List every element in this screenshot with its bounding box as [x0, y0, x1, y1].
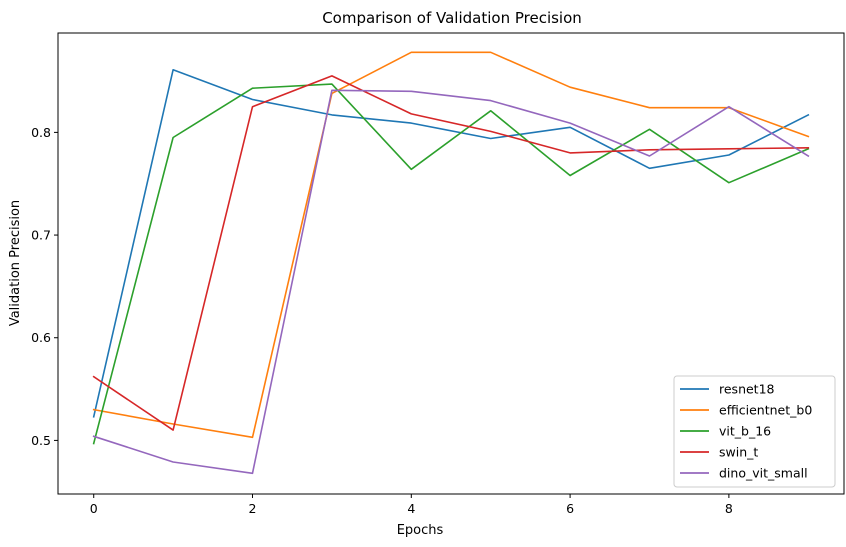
legend-label-swin_t: swin_t — [719, 445, 758, 460]
legend-box — [673, 375, 836, 488]
y-tick-label: 0.5 — [31, 433, 51, 448]
y-axis: 0.5 0.6 0.7 0.8 — [31, 125, 58, 448]
y-tick-label: 0.8 — [31, 125, 51, 140]
plot-frame — [57, 32, 845, 495]
x-tick-label: 4 — [407, 501, 415, 516]
x-tick-label: 6 — [566, 501, 574, 516]
series-line-vit_b_16 — [92, 83, 810, 445]
series-line-dino_vit_small — [92, 89, 810, 475]
legend-label-efficientnet_b0: efficientnet_b0 — [719, 403, 812, 418]
chart-title: Comparison of Validation Precision — [322, 9, 582, 27]
series-line-resnet18 — [92, 69, 810, 418]
legend: resnet18 efficientnet_b0 vit_b_16 swin_tdin… — [673, 375, 836, 488]
x-tick-label: 2 — [249, 501, 257, 516]
series-line-swin_t — [92, 75, 810, 431]
legend-label-dino_vit_small: dino_vit_small — [719, 466, 808, 481]
y-axis-label: Validation Precision — [8, 200, 23, 326]
x-tick-label: 8 — [725, 501, 733, 516]
y-tick-label: 0.7 — [31, 228, 51, 243]
x-tick-label: 0 — [90, 501, 98, 516]
legend-label-resnet18: resnet18 — [719, 382, 775, 397]
series-line-efficientnet_b0 — [92, 51, 810, 439]
x-axis-label: Epochs — [397, 523, 444, 538]
y-tick-label: 0.6 — [31, 330, 51, 345]
x-axis: 0 2 4 6 8 — [90, 494, 733, 516]
legend-label-vit_b_16: vit_b_16 — [719, 424, 771, 439]
series-lines — [92, 51, 810, 475]
